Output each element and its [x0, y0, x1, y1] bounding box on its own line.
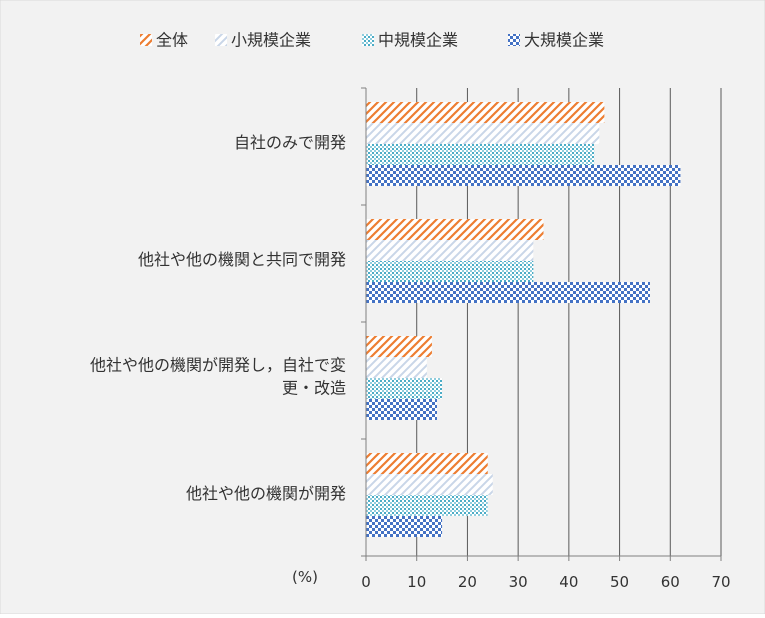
bars: [366, 102, 681, 537]
bar-3-3: [366, 378, 443, 399]
category-label: 他社や他の機関と共同で開発: [138, 250, 346, 269]
legend-swatch: [215, 34, 227, 46]
bar-2-1: [366, 123, 600, 144]
legend-label: 中規模企業: [378, 31, 458, 50]
bar-4-4: [366, 516, 443, 537]
x-tick-label: 20: [458, 573, 477, 591]
bar-1-2: [366, 219, 544, 240]
x-tick-label: 0: [361, 573, 371, 591]
x-tick-label: 50: [610, 573, 629, 591]
legend-label: 大規模企業: [524, 31, 604, 50]
axes: [361, 87, 722, 561]
bar-4-3: [366, 399, 437, 420]
x-tick-label: 60: [661, 573, 680, 591]
legend-label: 全体: [156, 31, 188, 50]
unit-label: (%): [292, 568, 318, 586]
category-label: 自社のみで開発: [234, 133, 346, 152]
category-label: 更・改造: [282, 379, 346, 398]
bar-1-3: [366, 336, 432, 357]
legend-swatch: [362, 34, 374, 46]
category-labels: 自社のみで開発他社や他の機関と共同で開発他社や他の機関が開発し，自社で変更・改造…: [90, 133, 346, 503]
bar-2-2: [366, 240, 534, 261]
legend-swatch: [140, 34, 152, 46]
x-tick-label: 10: [407, 573, 426, 591]
x-tick-label: 40: [559, 573, 578, 591]
category-label: 他社や他の機関が開発: [186, 484, 346, 503]
x-tick-labels: 0 10 20 30 40 50 60 70: [361, 573, 730, 591]
bar-3-1: [366, 144, 595, 165]
bar-2-4: [366, 474, 493, 495]
legend: 全体 小規模企業 中規模企業 大規模企業: [140, 31, 604, 50]
bar-4-2: [366, 282, 650, 303]
bar-1-4: [366, 453, 488, 474]
bar-2-3: [366, 357, 427, 378]
category-label: 他社や他の機関が開発し，自社で変: [90, 356, 346, 375]
bar-3-4: [366, 495, 488, 516]
bar-4-1: [366, 165, 681, 186]
bar-1-1: [366, 102, 605, 123]
x-tick-label: 30: [509, 573, 528, 591]
legend-label: 小規模企業: [231, 31, 311, 50]
x-tick-label: 70: [711, 573, 730, 591]
legend-swatch: [508, 34, 520, 46]
bar-3-2: [366, 261, 534, 282]
